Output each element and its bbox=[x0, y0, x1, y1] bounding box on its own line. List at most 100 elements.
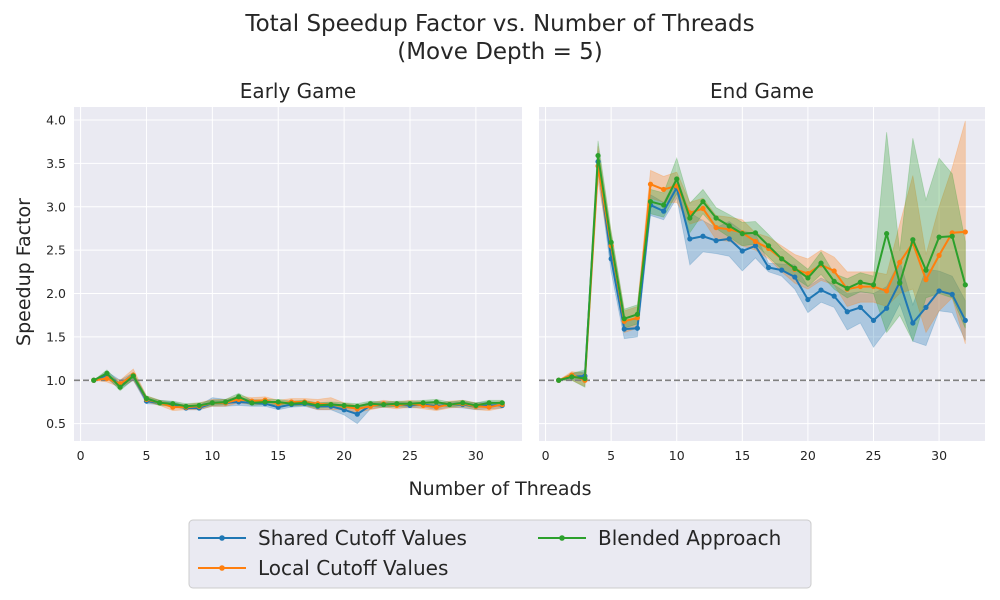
legend-marker-local bbox=[219, 565, 225, 571]
blended-data-point bbox=[354, 403, 360, 409]
shared-data-point bbox=[949, 291, 955, 297]
shared-data-point bbox=[661, 208, 667, 214]
shared-data-point bbox=[739, 248, 745, 254]
blended-data-point bbox=[381, 401, 387, 408]
local-data-point bbox=[962, 229, 968, 235]
y-tick-label: 4.0 bbox=[46, 113, 66, 128]
blended-data-point bbox=[315, 402, 321, 409]
shared-data-point bbox=[700, 233, 706, 239]
blended-data-point bbox=[170, 401, 176, 407]
blended-data-point bbox=[367, 401, 374, 407]
blended-data-point bbox=[341, 402, 347, 409]
x-tick-label: 25 bbox=[402, 448, 418, 463]
y-tick-label: 2.0 bbox=[46, 286, 66, 301]
y-axis-label: Speedup Factor bbox=[13, 198, 35, 346]
x-tick-label: 5 bbox=[607, 448, 615, 463]
blended-data-point bbox=[473, 402, 479, 409]
local-data-point bbox=[936, 252, 942, 258]
local-data-point bbox=[486, 404, 492, 410]
blended-data-point bbox=[394, 401, 400, 407]
shared-data-point bbox=[884, 305, 890, 311]
shared-data-point bbox=[923, 304, 929, 310]
shared-data-point bbox=[844, 309, 850, 315]
y-tick-label: 3.5 bbox=[46, 156, 66, 171]
shared-data-point bbox=[354, 411, 360, 417]
blended-data-point bbox=[647, 198, 654, 205]
blended-data-point bbox=[962, 282, 968, 288]
local-data-point bbox=[713, 224, 719, 231]
blended-data-point bbox=[949, 233, 955, 239]
blended-data-point bbox=[209, 400, 215, 406]
blended-data-point bbox=[196, 402, 202, 409]
x-tick-label: 20 bbox=[336, 448, 352, 463]
blended-data-point bbox=[634, 311, 640, 317]
blended-data-point bbox=[857, 279, 863, 285]
blended-data-point bbox=[117, 384, 123, 390]
x-tick-label: 20 bbox=[800, 448, 816, 463]
early-game-plot-area bbox=[74, 107, 522, 441]
shared-data-point bbox=[779, 267, 785, 273]
x-axis-label: Number of Threads bbox=[408, 478, 591, 500]
legend-label-blended: Blended Approach bbox=[598, 526, 781, 550]
blended-data-point bbox=[556, 377, 562, 383]
x-tick-label: 5 bbox=[142, 448, 150, 463]
local-data-point bbox=[923, 277, 929, 283]
local-data-point bbox=[884, 288, 890, 294]
blended-data-point bbox=[752, 230, 759, 236]
legend-item-local: Local Cutoff Values bbox=[198, 556, 448, 580]
blended-data-point bbox=[779, 256, 785, 262]
shared-data-point bbox=[910, 320, 916, 326]
legend-item-shared: Shared Cutoff Values bbox=[198, 526, 467, 550]
figure-title-line1: Total Speedup Factor vs. Number of Threa… bbox=[244, 11, 754, 37]
blended-data-point bbox=[262, 399, 268, 405]
blended-data-point bbox=[249, 400, 255, 406]
blended-data-point bbox=[486, 400, 492, 406]
legend-box bbox=[188, 519, 812, 589]
x-tick-label: 10 bbox=[204, 448, 220, 463]
y-tick-label: 0.5 bbox=[46, 416, 66, 431]
blended-data-point bbox=[301, 400, 308, 406]
blended-data-point bbox=[726, 223, 732, 229]
blended-data-point bbox=[104, 370, 110, 376]
shared-data-point bbox=[831, 293, 837, 299]
x-tick-label: 15 bbox=[734, 448, 750, 463]
shared-data-point bbox=[857, 304, 863, 310]
local-data-point bbox=[831, 268, 837, 274]
blended-data-point bbox=[621, 316, 627, 322]
legend: Shared Cutoff Values Local Cutoff Values… bbox=[188, 519, 812, 589]
end-game-title: End Game bbox=[710, 79, 814, 103]
blended-data-point bbox=[499, 400, 505, 406]
blended-data-point bbox=[236, 394, 242, 400]
x-tick-label: 15 bbox=[270, 448, 286, 463]
blended-data-point bbox=[222, 399, 229, 405]
shared-data-point bbox=[713, 238, 719, 244]
blended-data-point bbox=[91, 377, 97, 383]
local-data-point bbox=[433, 404, 439, 410]
blended-data-point bbox=[897, 280, 903, 286]
blended-data-point bbox=[661, 202, 667, 208]
local-data-point bbox=[700, 205, 706, 212]
blended-data-point bbox=[446, 401, 453, 408]
blended-series-points bbox=[556, 152, 968, 383]
local-data-point bbox=[857, 283, 863, 290]
blended-data-point bbox=[884, 231, 890, 237]
blended-data-point bbox=[569, 374, 575, 380]
blended-data-point bbox=[433, 399, 439, 405]
local-data-point bbox=[805, 270, 811, 277]
blended-data-point bbox=[713, 215, 719, 221]
blended-data-point bbox=[805, 275, 811, 281]
blended-data-point bbox=[328, 401, 334, 408]
x-tick-label: 30 bbox=[468, 448, 484, 463]
local-data-point bbox=[897, 259, 903, 265]
shared-data-point bbox=[870, 317, 877, 324]
local-data-point bbox=[752, 238, 759, 245]
shared-data-point bbox=[726, 236, 732, 242]
blended-data-point bbox=[183, 403, 189, 409]
blended-data-point bbox=[831, 278, 837, 284]
blended-data-point bbox=[910, 237, 916, 243]
blended-data-point bbox=[157, 400, 163, 406]
legend-marker-blended bbox=[559, 535, 565, 541]
blended-data-point bbox=[420, 400, 426, 406]
blended-data-point bbox=[582, 375, 588, 382]
shared-data-point bbox=[962, 317, 968, 324]
